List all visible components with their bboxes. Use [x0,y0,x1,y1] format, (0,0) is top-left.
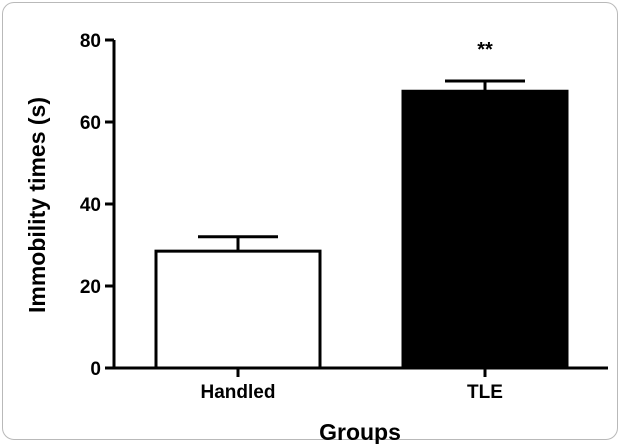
x-axis-title: Groups [319,419,401,444]
x-tick-label: Handled [201,382,276,403]
y-tick-label: 40 [80,195,101,216]
y-tick-label: 60 [80,113,101,134]
bars [154,89,569,370]
bar-handled [154,249,322,370]
y-tick-label: 20 [80,277,101,298]
y-axis-title: Immobility times (s) [24,97,50,313]
y-tick-label: 0 [90,359,101,380]
y-tick-label: 80 [80,31,101,52]
x-axis: Handled TLE [113,366,608,403]
significance-marker: ** [477,39,493,61]
y-axis: 0 20 40 60 80 [80,31,116,380]
x-tick-label: TLE [467,382,503,403]
labels: ** [477,39,493,61]
bar-tle [401,89,569,370]
error-bars [198,79,525,252]
